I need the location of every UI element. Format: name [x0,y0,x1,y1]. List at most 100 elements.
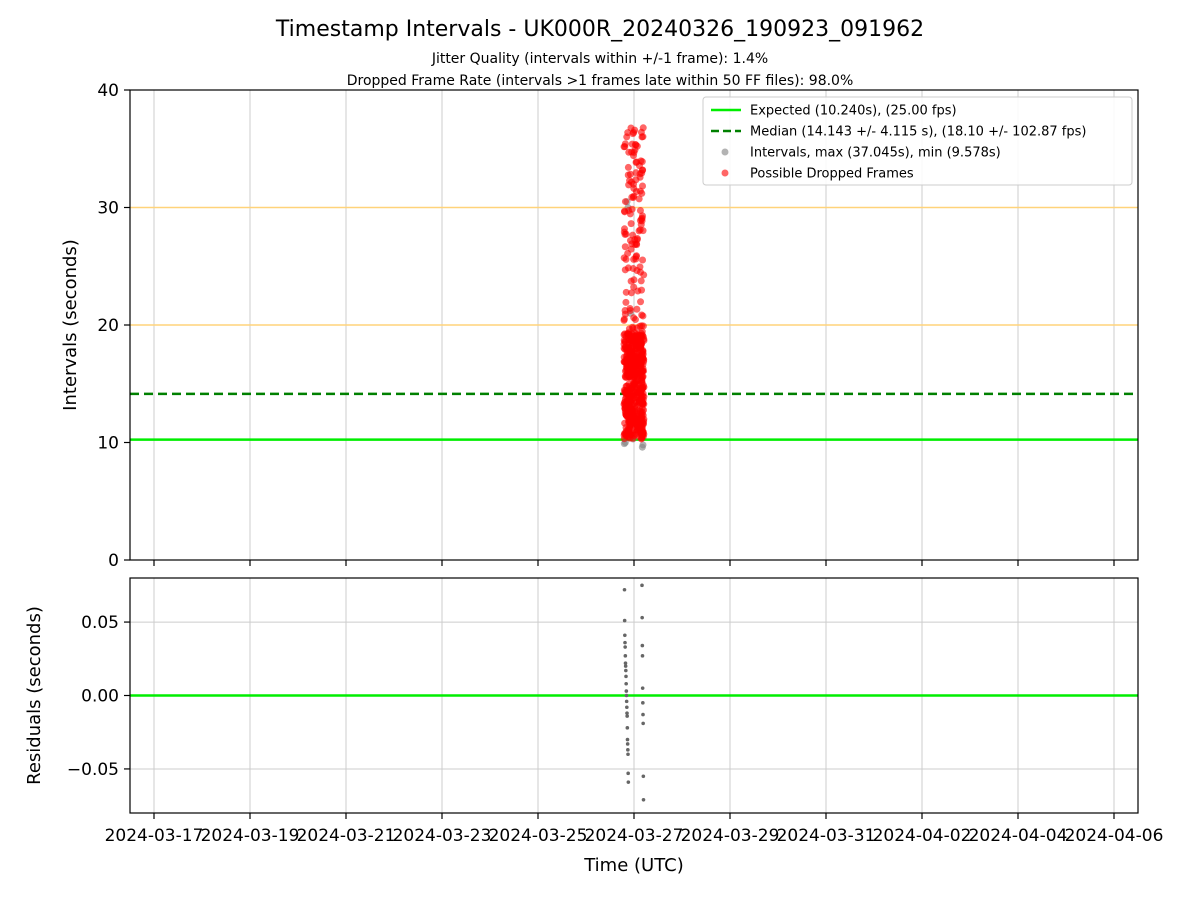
dropped-frame-point [625,430,633,438]
top-y-tick-label: 20 [97,316,119,336]
residual-point [624,668,628,673]
residual-point [622,587,627,592]
residual-point [623,664,628,668]
dropped-frame-point [622,255,630,263]
dropped-frame-point [637,277,645,285]
dropped-frame-point [624,171,632,179]
dropped-frame-point [624,411,632,419]
x-tick-label: 2024-03-27 [585,826,684,846]
dropped-frame-point [638,311,646,319]
residual-point [624,693,629,698]
residual-point [640,583,644,588]
x-tick-label: 2024-04-06 [1065,826,1164,846]
dropped-frame-point [621,243,629,251]
dropped-frame-point [637,390,645,398]
residual-point [626,752,630,757]
dropped-frame-point [629,413,637,421]
x-tick-label: 2024-03-25 [489,826,588,846]
residual-point [640,643,645,648]
x-tick-label: 2024-03-29 [681,826,780,846]
dropped-frame-point [629,231,637,239]
legend-intervals-swatch [721,148,729,156]
dropped-frame-point [638,413,646,421]
residual-point [641,712,645,717]
legend-dropped-swatch [721,169,729,177]
dropped-frame-point [628,240,636,248]
dropped-frame-point [635,398,643,406]
dropped-frame-point [628,345,636,353]
dropped-frame-point [625,355,633,363]
x-tick-label: 2024-03-31 [777,826,876,846]
chart-subtitle-dropped: Dropped Frame Rate (intervals >1 frames … [347,73,854,89]
chart-title: Timestamp Intervals - UK000R_20240326_19… [275,17,924,42]
residual-point [623,640,627,645]
legend-entry: Possible Dropped Frames [750,167,914,182]
dropped-frame-point [637,157,645,165]
dropped-frame-point [633,305,641,313]
residual-point [626,748,630,752]
dropped-frame-point [620,336,628,344]
x-tick-label: 2024-03-23 [393,826,492,846]
dropped-frame-point [622,288,630,296]
dropped-frame-point [638,372,646,380]
residual-point [625,714,629,718]
legend-frame [702,96,1133,186]
dropped-frame-point [637,427,645,435]
dropped-frame-point [621,310,629,318]
dropped-frame-point [631,316,639,324]
x-tick-label: 2024-04-04 [969,826,1068,846]
bottom-plot-area [130,583,1138,802]
dropped-frame-point [636,217,644,225]
residual-point [626,771,630,776]
top-y-tick-label: 40 [97,81,119,101]
residual-point [641,721,645,726]
dropped-frame-point [638,351,646,359]
dropped-frame-point [625,399,633,407]
dropped-frame-point [635,195,643,203]
legend-entry: Expected (10.240s), (25.00 fps) [750,104,957,119]
top-y-tick-label: 0 [108,551,119,571]
dropped-frame-point [639,256,647,264]
dropped-frame-point [623,133,631,141]
residual-point [641,797,646,802]
dropped-frame-point [621,225,629,233]
residual-point [624,674,628,679]
dropped-frame-point [638,286,646,294]
residual-point [623,633,627,638]
dropped-frame-point [627,124,635,132]
dropped-frame-point [632,253,640,261]
dropped-frame-point [639,133,647,141]
dropped-frame-point [630,407,638,415]
legend: Expected (10.240s), (25.00 fps) Median (1… [702,96,1133,186]
dropped-frame-point [639,333,647,341]
dropped-frame-point [631,140,639,148]
bottom-y-tick-label: 0.00 [81,687,119,707]
legend-entry: Intervals, max (37.045s), min (9.578s) [750,146,1001,161]
residual-point [640,615,644,620]
dropped-frame-point [626,374,634,382]
interval-point [639,441,647,449]
dropped-frame-point [637,298,645,306]
dropped-frame-point [630,148,638,156]
residual-point [624,699,629,704]
residual-point [624,689,629,693]
residual-point [625,705,629,710]
dropped-frame-point [621,419,629,427]
dropped-frame-point [625,330,633,338]
dropped-frame-point [640,406,648,414]
residual-point [640,654,645,658]
dropped-frame-point [625,380,633,388]
top-y-tick-label: 30 [97,199,119,219]
residual-point [623,654,628,658]
dropped-frame-point [627,277,635,285]
dropped-frame-point [627,245,635,253]
dropped-frame-point [639,367,647,375]
x-tick-label: 2024-03-19 [201,826,300,846]
dropped-frame-point [638,378,646,386]
dropped-frame-point [638,169,646,177]
dropped-frame-point [639,384,647,392]
dropped-frame-point [636,187,644,195]
dropped-frame-point [626,304,634,312]
dropped-frame-point [623,365,631,373]
dropped-frame-point [637,344,645,352]
